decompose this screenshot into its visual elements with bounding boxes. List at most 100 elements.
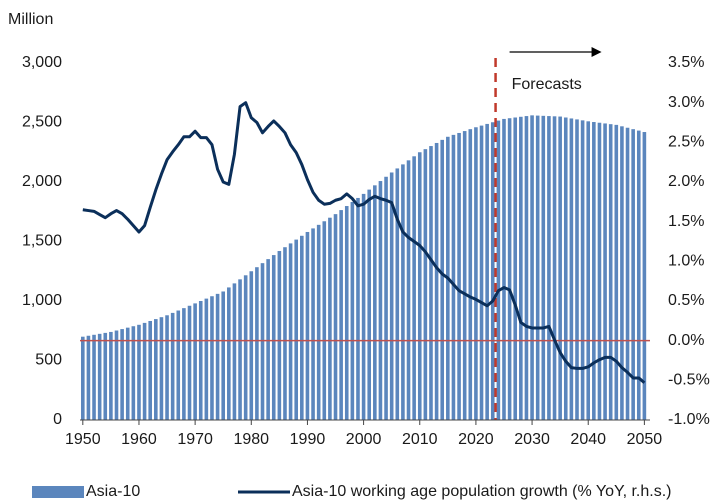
x-tick-label: 1960 — [121, 431, 157, 448]
bar — [294, 239, 299, 420]
x-tick-label: 2010 — [402, 431, 438, 448]
x-tick-label: 1970 — [177, 431, 213, 448]
bar — [535, 115, 540, 421]
bar — [350, 201, 355, 420]
bar — [468, 129, 473, 420]
y-tick-label: 2,000 — [22, 173, 62, 190]
y2-tick-label: 1.0% — [668, 253, 704, 270]
bar — [541, 115, 546, 420]
x-tick-label: 2050 — [627, 431, 663, 448]
x-tick-label: 2020 — [458, 431, 494, 448]
y2-tick-label: 3.5% — [668, 54, 704, 71]
y-axis-label: Million — [8, 11, 53, 28]
bar — [344, 206, 349, 420]
bar — [361, 193, 366, 420]
bar — [558, 116, 562, 421]
bar — [485, 123, 489, 420]
bar — [148, 320, 152, 420]
bar — [378, 181, 383, 420]
bar — [507, 118, 512, 420]
y2-tick-label: 1.5% — [668, 213, 704, 230]
bar — [457, 132, 461, 421]
bar — [81, 336, 85, 420]
bar — [322, 221, 327, 420]
bar — [423, 149, 428, 420]
x-tick-label: 2040 — [570, 431, 606, 448]
bar — [165, 315, 169, 420]
bar — [305, 231, 310, 420]
bar — [221, 291, 225, 420]
bar — [92, 334, 96, 420]
bar — [451, 134, 456, 420]
x-tick-label: 1990 — [290, 431, 326, 448]
bar — [187, 305, 192, 420]
bar — [232, 283, 237, 420]
bar — [367, 189, 372, 420]
bar — [389, 172, 394, 420]
legend-swatch — [32, 486, 84, 498]
bar — [580, 120, 585, 420]
bar — [266, 259, 270, 420]
bar — [131, 326, 136, 420]
bar — [193, 303, 197, 420]
bar — [513, 117, 518, 420]
bar — [125, 327, 130, 420]
bar — [552, 116, 557, 420]
x-tick-label: 2000 — [346, 431, 382, 448]
y2-tick-label: 2.5% — [668, 134, 704, 151]
bar — [159, 317, 164, 420]
legend-label: Asia-10 — [86, 483, 140, 500]
bar — [249, 271, 254, 420]
bar — [243, 275, 248, 420]
bar — [592, 122, 596, 421]
bar — [114, 330, 119, 420]
bar — [412, 156, 416, 420]
bar — [260, 263, 265, 420]
y-tick-label: 2,500 — [22, 114, 62, 131]
y2-tick-label: 0.5% — [668, 292, 704, 309]
legend-label: Asia-10 working age population growth (%… — [292, 483, 672, 500]
bar — [631, 129, 635, 420]
bar — [479, 125, 484, 421]
bar — [182, 308, 186, 420]
y2-tick-label: -1.0% — [668, 411, 710, 428]
bar — [496, 120, 501, 420]
bar — [462, 131, 467, 420]
bar — [333, 214, 338, 420]
bar — [103, 332, 108, 420]
bar — [524, 116, 529, 420]
bar — [154, 319, 158, 420]
bar — [204, 298, 209, 420]
bar — [608, 124, 613, 420]
bar — [137, 324, 141, 420]
annotation-arrowhead — [591, 47, 602, 57]
bar — [271, 255, 276, 420]
bar — [384, 176, 388, 420]
bar — [373, 185, 377, 420]
bar — [625, 127, 630, 421]
bar — [620, 126, 624, 421]
bar — [547, 116, 551, 420]
x-tick-label: 1950 — [65, 431, 101, 448]
bar — [198, 301, 203, 420]
bar — [328, 217, 332, 420]
bar — [502, 118, 506, 421]
bar — [401, 164, 405, 420]
bar — [642, 132, 647, 420]
bar — [277, 251, 282, 420]
bar — [575, 119, 579, 420]
bar — [227, 287, 231, 420]
annotation: Forecasts — [512, 76, 582, 93]
bar — [120, 329, 124, 420]
bar — [300, 235, 304, 420]
bar — [406, 160, 411, 421]
bar — [288, 243, 293, 420]
bar — [86, 335, 91, 420]
bar — [569, 118, 574, 420]
bar — [97, 333, 102, 420]
bar — [530, 115, 534, 421]
bar — [474, 127, 478, 420]
bar — [170, 312, 175, 420]
bar — [603, 123, 607, 421]
